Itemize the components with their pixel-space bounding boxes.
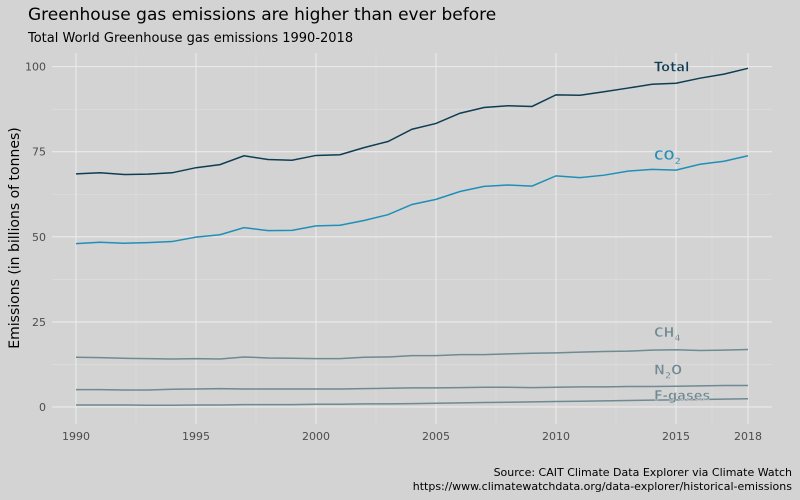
- x-tick-label-2005: 2005: [422, 430, 450, 443]
- x-axis-tick-labels: 1990 1995 2000 2005 2010 2015 2018: [62, 430, 762, 443]
- series-label-ch4-sub: 4: [674, 334, 680, 344]
- series-label-n2o-main: N: [654, 364, 665, 379]
- chart-subtitle: Total World Greenhouse gas emissions 199…: [27, 31, 353, 46]
- y-tick-label-25: 25: [32, 316, 46, 329]
- caption-url: https://www.climatewatchdata.org/data-ex…: [413, 480, 793, 493]
- series-line-ch4: [75, 348, 749, 360]
- series-line-n2o: [76, 384, 748, 391]
- series-label-ch4: CH4: [654, 326, 681, 344]
- y-axis-title: Emissions (in billions of tonnes): [7, 127, 23, 348]
- series-label-co2-main: CO: [654, 149, 675, 164]
- y-tick-label-0: 0: [39, 401, 46, 414]
- series-line-total: [75, 67, 749, 176]
- caption-source: Source: CAIT Climate Data Explorer via C…: [494, 466, 792, 479]
- y-tick-label-100: 100: [25, 61, 46, 74]
- series-label-ch4-main: CH: [654, 326, 674, 341]
- y-tick-label-50: 50: [32, 231, 46, 244]
- x-tick-label-2015: 2015: [662, 430, 690, 443]
- x-tick-label-2010: 2010: [542, 430, 570, 443]
- x-tick-label-2000: 2000: [302, 430, 330, 443]
- series-label-fgas-text: F-gases: [654, 389, 711, 404]
- series-label-n2o-rest: O: [671, 364, 682, 379]
- chart-title: Greenhouse gas emissions are higher than…: [28, 5, 496, 25]
- y-axis-tick-labels: 0 25 50 75 100: [25, 61, 46, 414]
- x-tick-label-1995: 1995: [182, 430, 210, 443]
- series-label-fgas: F-gases: [654, 389, 711, 404]
- series-label-co2: CO2: [654, 149, 681, 167]
- y-tick-label-75: 75: [32, 146, 46, 159]
- series-label-total-text: Total: [654, 61, 690, 76]
- series-labels: Total CO2 CH4 N2O F-gases: [654, 60, 711, 404]
- series-label-total: Total: [654, 61, 690, 76]
- x-tick-label-1990: 1990: [62, 430, 90, 443]
- series-label-co2-sub: 2: [675, 157, 681, 167]
- series-label-n2o-sub: 2: [665, 372, 671, 382]
- series-lines: [75, 67, 749, 407]
- series-line-fgas: [76, 398, 749, 407]
- series-line-co2: [75, 155, 749, 245]
- series-label-n2o: N2O: [654, 364, 682, 382]
- x-tick-label-2018: 2018: [734, 430, 762, 443]
- major-gridlines: [52, 53, 772, 424]
- plot-panel: [52, 53, 772, 424]
- minor-gridlines: [52, 53, 772, 424]
